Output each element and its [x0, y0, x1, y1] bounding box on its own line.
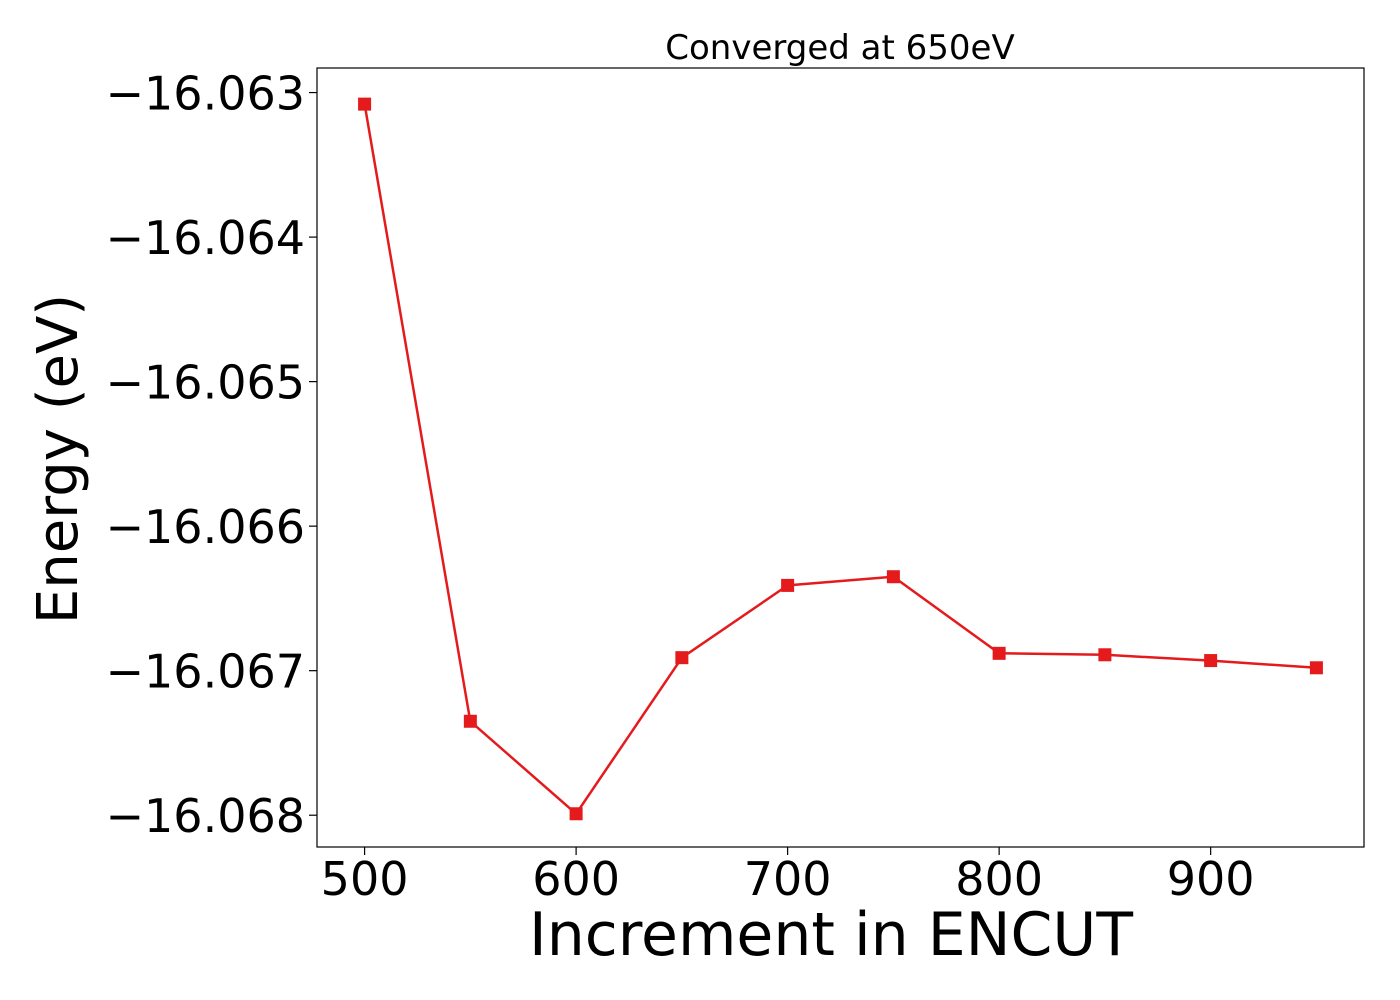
- data-point-marker: [781, 578, 795, 592]
- data-point-marker: [886, 570, 900, 584]
- data-point-marker: [1204, 654, 1218, 668]
- y-tick-label: −16.067: [106, 645, 306, 699]
- series-line: [363, 103, 1317, 816]
- data-point-marker: [992, 646, 1006, 660]
- data-point-marker: [1098, 648, 1112, 662]
- x-tick-label: 500: [321, 852, 409, 906]
- y-tick-label: −16.068: [106, 789, 306, 843]
- y-tick-label: −16.066: [106, 500, 306, 554]
- x-tick-label: 700: [744, 852, 832, 906]
- x-tick-label: 800: [955, 852, 1043, 906]
- y-tick-label: −16.064: [106, 211, 306, 265]
- y-axis-ticks: −16.063 −16.064 −16.065 −16.066 −16.067 −16.0…: [106, 67, 317, 843]
- data-point-marker: [569, 807, 583, 821]
- data-point-marker: [1309, 661, 1323, 675]
- data-point-marker: [463, 714, 477, 728]
- y-axis-label: Energy (eV): [26, 294, 91, 624]
- x-axis-ticks: 500 600 700 800 900: [321, 847, 1255, 906]
- data-point-marker: [675, 651, 689, 665]
- plot-frame: [316, 67, 1365, 848]
- x-tick-label: 600: [532, 852, 620, 906]
- data-point-marker: [358, 97, 372, 111]
- x-axis-label: Increment in ENCUT: [529, 900, 1133, 970]
- y-tick-label: −16.065: [106, 356, 306, 410]
- plot-area: 500 600 700 800 900 −16.063−16.064−16.065−16…: [106, 67, 1365, 906]
- x-tick-label: 900: [1167, 852, 1255, 906]
- series-layer: [358, 97, 1323, 821]
- chart-title: Converged at 650eV: [665, 28, 1014, 68]
- y-tick-label: −16.063: [106, 67, 306, 121]
